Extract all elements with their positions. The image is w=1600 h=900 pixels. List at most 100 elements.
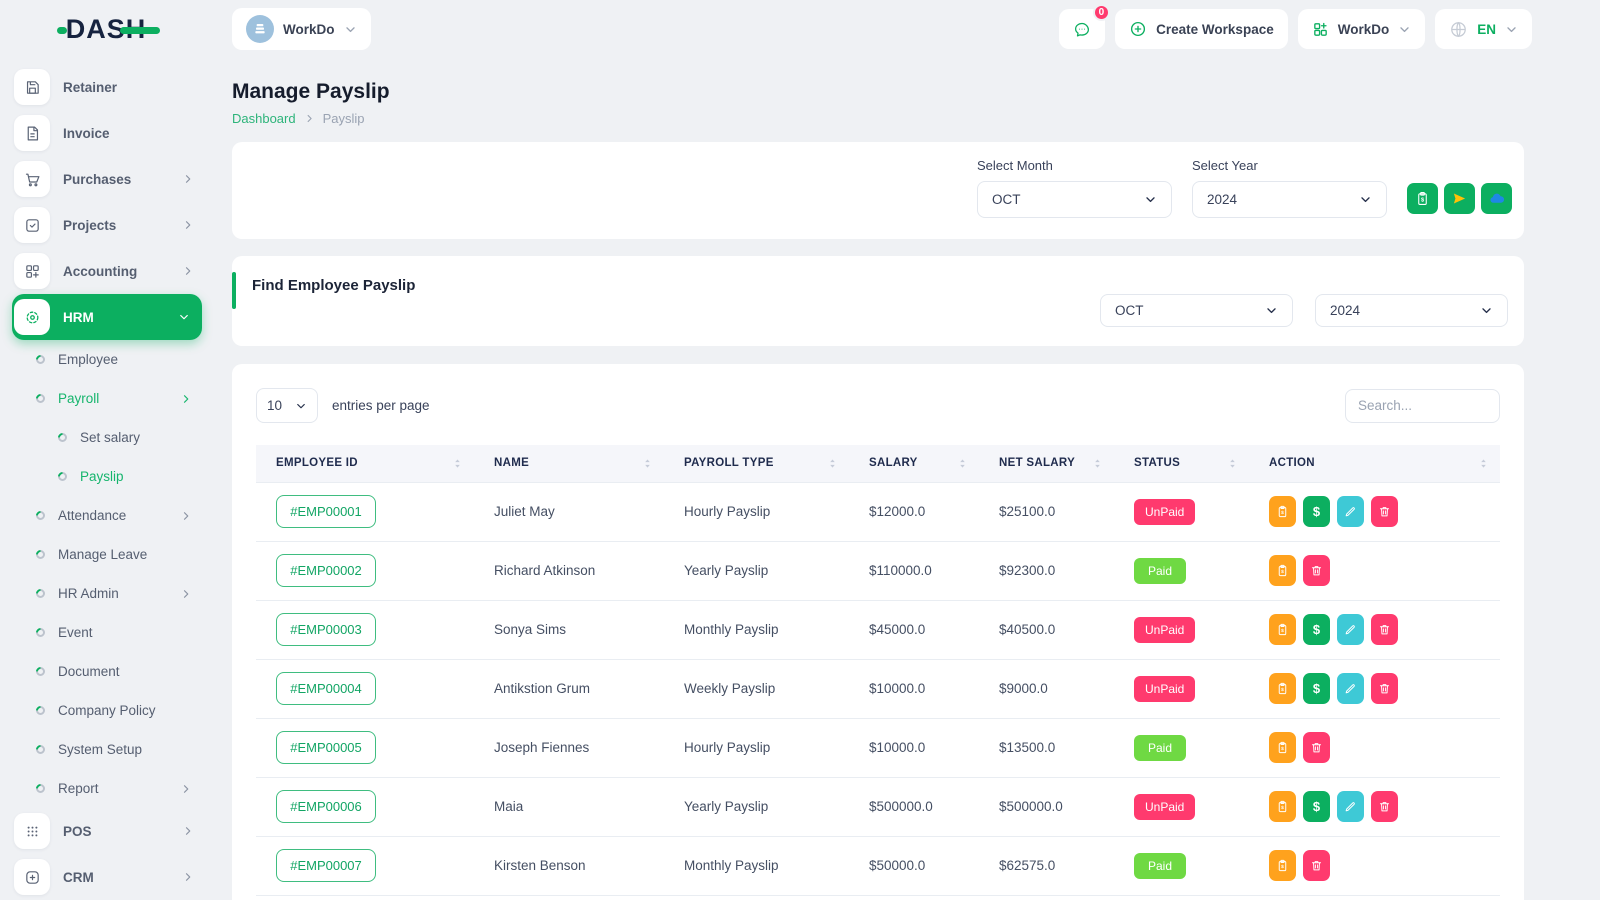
chevron-down-icon xyxy=(1361,197,1370,203)
find-year-select[interactable]: 2024 xyxy=(1315,294,1508,327)
employee-id-badge[interactable]: #EMP00005 xyxy=(276,731,376,764)
delete-action-button[interactable] xyxy=(1371,673,1398,704)
sidebar-item-hr-admin[interactable]: HR Admin xyxy=(12,574,202,613)
sidebar-item-attendance[interactable]: Attendance xyxy=(12,496,202,535)
sidebar-item-crm[interactable]: CRM xyxy=(12,854,202,900)
payslip-action-button[interactable]: $ xyxy=(1269,496,1296,527)
pay-action-button[interactable]: $ xyxy=(1303,614,1330,645)
employee-id-badge[interactable]: #EMP00006 xyxy=(276,790,376,823)
breadcrumb-current: Payslip xyxy=(322,111,365,126)
edit-action-button[interactable] xyxy=(1337,673,1364,704)
app-logo[interactable]: DASH xyxy=(56,14,161,45)
language-selector[interactable]: EN xyxy=(1435,9,1532,49)
payslip-action-button[interactable]: $ xyxy=(1269,732,1296,763)
table-row: #EMP00001 Juliet May Hourly Payslip $120… xyxy=(256,481,1500,542)
column-header-status[interactable]: STATUS xyxy=(1114,445,1249,482)
edit-action-button[interactable] xyxy=(1337,496,1364,527)
sidebar-item-system-setup[interactable]: System Setup xyxy=(12,730,202,769)
sort-icon xyxy=(1095,459,1100,468)
employee-id-badge[interactable]: #EMP00001 xyxy=(276,495,376,528)
breadcrumb-dashboard-link[interactable]: Dashboard xyxy=(232,111,296,126)
select-year-label: Select Year xyxy=(1192,158,1258,173)
column-header-name[interactable]: NAME xyxy=(474,445,664,482)
sidebar-item-accounting[interactable]: Accounting xyxy=(12,248,202,294)
cloud-export-button[interactable] xyxy=(1481,183,1512,214)
logo-zone: DASH xyxy=(0,14,212,45)
edit-action-button[interactable] xyxy=(1337,614,1364,645)
year-select[interactable]: 2024 xyxy=(1192,181,1387,218)
column-header-action[interactable]: ACTION xyxy=(1249,445,1500,482)
delete-action-button[interactable] xyxy=(1371,496,1398,527)
delete-action-button[interactable] xyxy=(1371,614,1398,645)
workspace-name: WorkDo xyxy=(283,21,335,37)
search-input[interactable] xyxy=(1345,388,1500,423)
pay-action-button[interactable]: $ xyxy=(1303,673,1330,704)
month-select[interactable]: OCT xyxy=(977,181,1172,218)
svg-text:$: $ xyxy=(1281,628,1284,634)
employee-id-badge[interactable]: #EMP00004 xyxy=(276,672,376,705)
top-right-actions: 0 Create Workspace WorkDo EN xyxy=(1059,4,1532,49)
create-workspace-button[interactable]: Create Workspace xyxy=(1115,9,1288,49)
sidebar-item-event[interactable]: Event xyxy=(12,613,202,652)
sidebar-item-employee[interactable]: Employee xyxy=(12,340,202,379)
employee-id-badge[interactable]: #EMP00002 xyxy=(276,554,376,587)
column-header-employee-id[interactable]: EMPLOYEE ID xyxy=(256,445,474,482)
pay-action-button[interactable]: $ xyxy=(1303,791,1330,822)
workspace-dropdown[interactable]: WorkDo xyxy=(1297,9,1426,49)
payslip-action-button[interactable]: $ xyxy=(1269,791,1296,822)
chevron-right-icon xyxy=(185,221,191,229)
workspace-switcher[interactable]: WorkDo xyxy=(232,8,371,50)
status-badge: Paid xyxy=(1134,734,1186,761)
bulk-payment-button[interactable]: $ xyxy=(1407,183,1438,214)
sidebar-item-hrm[interactable]: HRM xyxy=(12,294,202,340)
table-row: #EMP00005 Joseph Fiennes Hourly Payslip … xyxy=(256,718,1500,778)
employee-id-badge[interactable]: #EMP00007 xyxy=(276,849,376,882)
pay-action-button[interactable]: $ xyxy=(1303,496,1330,527)
edit-action-button[interactable] xyxy=(1337,791,1364,822)
sidebar-item-payroll[interactable]: Payroll xyxy=(12,379,202,418)
employee-id-badge[interactable]: #EMP00003 xyxy=(276,613,376,646)
sidebar-item-projects[interactable]: Projects xyxy=(12,202,202,248)
drive-export-button[interactable] xyxy=(1444,183,1475,214)
delete-action-button[interactable] xyxy=(1303,732,1330,763)
payroll-type: Yearly Payslip xyxy=(664,541,849,601)
sidebar-item-report[interactable]: Report xyxy=(12,769,202,808)
sidebar-item-company-policy[interactable]: Company Policy xyxy=(12,691,202,730)
sidebar-item-retainer[interactable]: Retainer xyxy=(12,64,202,110)
entries-per-page-select[interactable]: 10 xyxy=(256,388,318,423)
sidebar-item-document[interactable]: Document xyxy=(12,652,202,691)
messages-button[interactable]: 0 xyxy=(1059,4,1111,49)
payslip-action-button[interactable]: $ xyxy=(1269,614,1296,645)
column-header-salary[interactable]: SALARY xyxy=(849,445,979,482)
sort-icon xyxy=(960,459,965,468)
payslip-action-button[interactable]: $ xyxy=(1269,850,1296,881)
clipboard-dollar-icon: $ xyxy=(1278,800,1287,813)
status-badge: Paid xyxy=(1134,852,1186,879)
row-actions: $ xyxy=(1269,555,1500,586)
delete-action-button[interactable] xyxy=(1303,850,1330,881)
sidebar-item-purchases[interactable]: Purchases xyxy=(12,156,202,202)
chevron-right-icon xyxy=(183,394,189,403)
net-salary-value: $40500.0 xyxy=(979,600,1114,660)
payslip-action-button[interactable]: $ xyxy=(1269,673,1296,704)
sort-icon xyxy=(645,459,650,468)
delete-action-button[interactable] xyxy=(1303,555,1330,586)
sidebar-item-payslip[interactable]: Payslip xyxy=(12,457,202,496)
messages-count-badge: 0 xyxy=(1092,4,1111,21)
column-header-net-salary[interactable]: NET SALARY xyxy=(979,445,1114,482)
sidebar-item-set-salary[interactable]: Set salary xyxy=(12,418,202,457)
find-month-select[interactable]: OCT xyxy=(1100,294,1293,327)
payroll-type: Yearly Payslip xyxy=(664,777,849,837)
sidebar-item-pos[interactable]: POS xyxy=(12,808,202,854)
column-header-payroll-type[interactable]: PAYROLL TYPE xyxy=(664,445,849,482)
delete-action-button[interactable] xyxy=(1371,791,1398,822)
employee-name: Joseph Fiennes xyxy=(474,718,664,778)
chevron-down-icon xyxy=(1400,26,1409,32)
payslip-action-button[interactable]: $ xyxy=(1269,555,1296,586)
sidebar-item-manage-leave[interactable]: Manage Leave xyxy=(12,535,202,574)
sidebar-item-invoice[interactable]: Invoice xyxy=(12,110,202,156)
table-row: #EMP00004 Antikstion Grum Weekly Payslip… xyxy=(256,659,1500,719)
table-row: #EMP00007 Kirsten Benson Monthly Payslip… xyxy=(256,836,1500,896)
payroll-type: Hourly Payslip xyxy=(664,481,849,542)
card-accent-bar xyxy=(232,272,236,309)
